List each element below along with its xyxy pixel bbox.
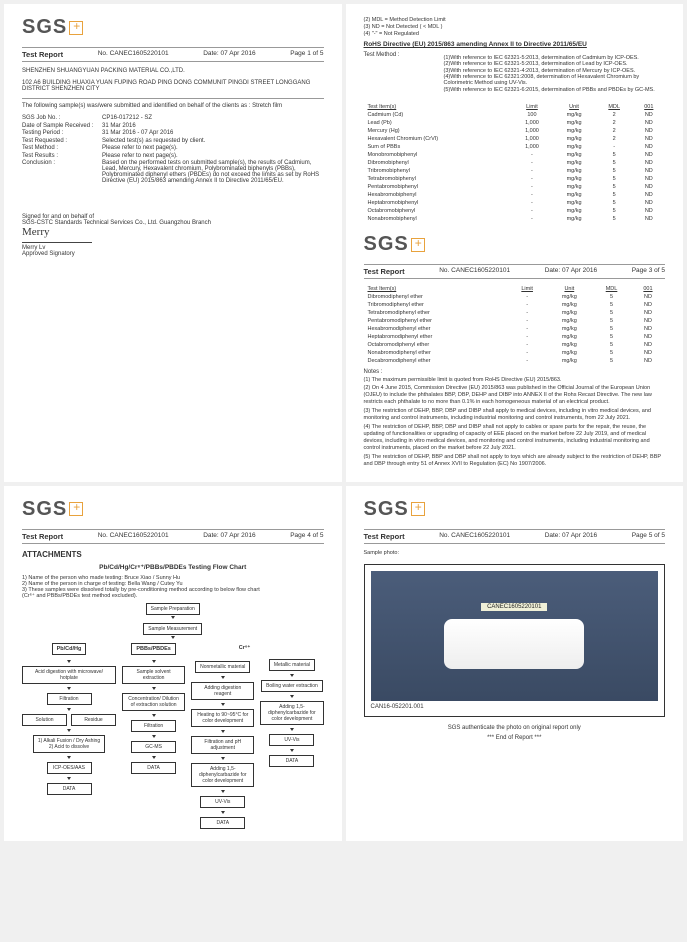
attachments-title: ATTACHMENTS bbox=[22, 550, 324, 559]
report-title: Test Report bbox=[22, 50, 63, 59]
page-indicator: Page 1 of 5 bbox=[290, 50, 323, 59]
sgs-mark-icon bbox=[411, 502, 425, 516]
photo-image: CANEC1605220101 bbox=[371, 571, 659, 701]
company-address: 102 A6 BUILDING HUAXIA YUAN FUPING ROAD … bbox=[22, 80, 324, 92]
page-5: SGS Test Report No. CANEC1605220101 Date… bbox=[346, 486, 684, 841]
flow-notes: 1) Name of the person who made testing: … bbox=[22, 575, 324, 599]
report-header: Test Report No. CANEC1605220101 Date: 07… bbox=[22, 47, 324, 62]
sgs-mark-icon bbox=[411, 238, 425, 252]
sgs-logo: SGS bbox=[364, 498, 666, 521]
signature: Merry bbox=[22, 226, 324, 238]
page-4: SGS Test Report No. CANEC1605220101 Date… bbox=[4, 486, 342, 841]
flow-col-pbcdhg: Pb/Cd/Hg Acid digestion with microwave/ … bbox=[22, 643, 116, 795]
results-table-2: Test Item(s)LimitUnitMDL001Dibromodiphen… bbox=[364, 285, 666, 365]
signature-block: Signed for and on behalf of SGS-CSTC Sta… bbox=[22, 214, 324, 257]
film-roll-image bbox=[444, 619, 584, 669]
photo-caption: CAN16-052201.001 bbox=[371, 704, 659, 710]
page-1: SGS Test Report No. CANEC1605220101 Date… bbox=[4, 4, 342, 482]
intro-text: The following sample(s) was/were submitt… bbox=[22, 103, 324, 109]
sgs-logo: SGS bbox=[22, 16, 324, 39]
info-block: SGS Job No. :CP16-017212 - SZDate of Sam… bbox=[22, 115, 324, 184]
sgs-mark-icon bbox=[69, 502, 83, 516]
end-of-report: *** End of Report *** bbox=[364, 735, 666, 741]
flow-col-cr-nonmetallic: Cr⁶⁺ Nonmetallic material Adding digesti… bbox=[191, 643, 254, 829]
flow-col-cr-metallic: Metallic material Boiling water extracti… bbox=[260, 643, 323, 767]
flowchart-title: Pb/Cd/Hg/Cr⁶⁺/PBBs/PBDEs Testing Flow Ch… bbox=[22, 563, 324, 571]
sgs-logo: SGS bbox=[22, 498, 324, 521]
page-2: (2) MDL = Method Detection Limit(3) ND =… bbox=[346, 4, 684, 482]
results-table-1: Test Item(s)LimitUnitMDL001Cadmium (Cd)1… bbox=[364, 103, 666, 223]
flow-col-pbbs: PBBs/PBDEs Sample solvent extraction Con… bbox=[122, 643, 185, 774]
sgs-mark-icon bbox=[69, 21, 83, 35]
report-header: Test Report No. CANEC1605220101 Date: 07… bbox=[364, 264, 666, 279]
auth-note: SGS authenticate the photo on original r… bbox=[364, 725, 666, 731]
flowchart: Sample Preparation Sample Measurement Pb… bbox=[22, 603, 324, 829]
directive-title: RoHS Directive (EU) 2015/863 amending An… bbox=[364, 41, 666, 48]
sgs-logo: SGS bbox=[364, 233, 666, 256]
legend: (2) MDL = Method Detection Limit(3) ND =… bbox=[364, 17, 666, 37]
test-methods: (1)With reference to IEC 62321-5:2013, d… bbox=[444, 54, 666, 93]
notes-block: (1) The maximum permissible limit is quo… bbox=[364, 377, 666, 469]
company-name: SHENZHEN SHUANGYUAN PACKING MATERIAL CO.… bbox=[22, 68, 324, 74]
sample-photo-label: Sample photo: bbox=[364, 550, 666, 556]
sample-photo: CANEC1605220101 CAN16-052201.001 bbox=[364, 564, 666, 717]
